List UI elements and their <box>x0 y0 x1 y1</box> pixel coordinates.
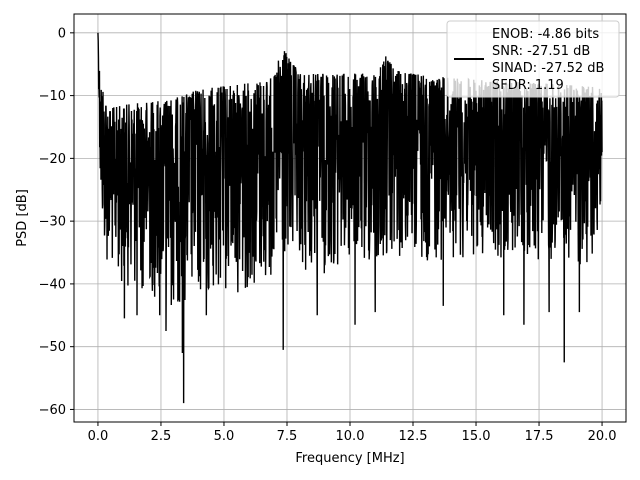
x-tick-label: 0.0 <box>88 429 109 444</box>
legend-entry-enob: ENOB: -4.86 bits <box>492 27 599 42</box>
x-tick-label: 20.0 <box>588 429 617 444</box>
legend: ENOB: -4.86 bits SNR: -27.51 dB SINAD: -… <box>446 20 620 98</box>
legend-entry-sinad: SINAD: -27.52 dB <box>492 61 604 76</box>
x-axis-ticks: 0.0 2.5 5.0 7.5 10.0 12.5 15.0 17.5 20.0 <box>88 422 617 444</box>
x-tick-label: 5.0 <box>214 429 235 444</box>
y-axis-ticks: 0 −10 −20 −30 −40 −50 −60 <box>39 26 74 418</box>
y-tick-label: −40 <box>39 277 66 292</box>
y-tick-label: 0 <box>58 26 66 41</box>
psd-trace <box>97 32 603 404</box>
y-tick-label: −60 <box>39 403 66 418</box>
x-tick-label: 17.5 <box>525 429 554 444</box>
x-tick-label: 12.5 <box>399 429 428 444</box>
legend-box <box>446 20 620 98</box>
x-tick-label: 7.5 <box>277 429 298 444</box>
x-tick-label: 15.0 <box>462 429 491 444</box>
y-tick-label: −50 <box>39 340 66 355</box>
y-axis-label: PSD [dB] <box>15 189 30 247</box>
legend-entry-sfdr: SFDR: 1.19 <box>492 78 564 93</box>
x-tick-label: 2.5 <box>151 429 172 444</box>
psd-series-line <box>97 32 603 404</box>
legend-entry-snr: SNR: -27.51 dB <box>492 44 590 59</box>
x-tick-label: 10.0 <box>336 429 365 444</box>
y-tick-label: −30 <box>39 215 66 230</box>
x-axis-label: Frequency [MHz] <box>295 451 404 466</box>
y-tick-label: −10 <box>39 89 66 104</box>
y-tick-label: −20 <box>39 152 66 167</box>
